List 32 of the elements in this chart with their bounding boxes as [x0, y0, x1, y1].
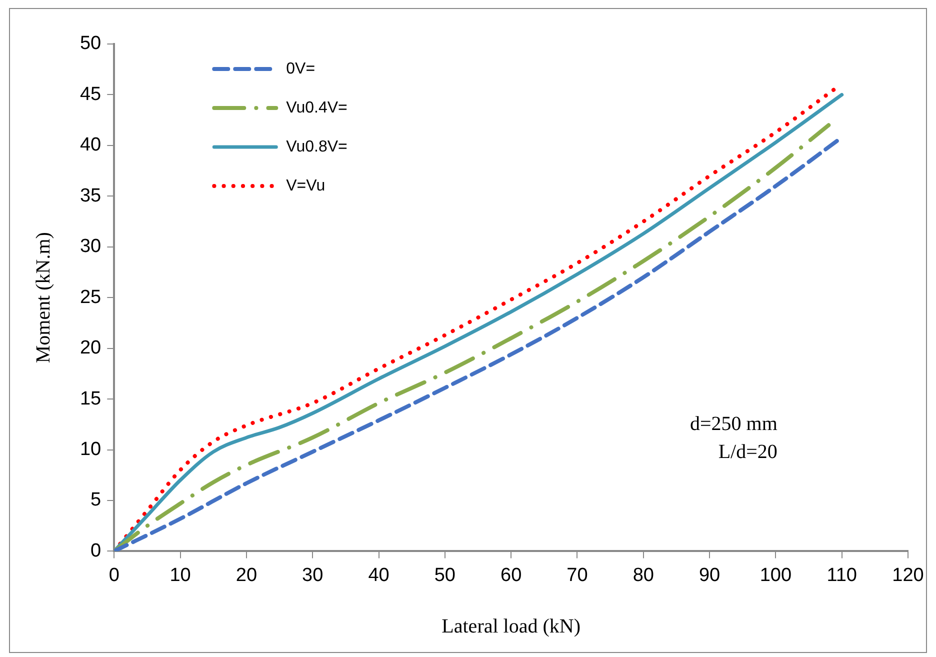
- x-tick-label: 70: [566, 564, 588, 586]
- y-tick-label: 40: [80, 134, 102, 156]
- x-axis-title: Lateral load (kN): [442, 615, 580, 638]
- legend-label: Vu0.4V=: [286, 99, 348, 116]
- y-tick-label: 10: [80, 438, 102, 460]
- x-tick-label: 90: [698, 564, 720, 586]
- x-tick-label: 10: [170, 564, 191, 586]
- y-tick-label: 50: [80, 33, 102, 54]
- x-tick-label: 110: [826, 564, 857, 586]
- y-tick-label: 45: [80, 84, 102, 105]
- legend-label: V=Vu: [286, 177, 326, 194]
- legend-label: 0V=: [286, 60, 316, 78]
- x-tick-label: 100: [760, 564, 792, 586]
- y-tick-label: 15: [80, 388, 102, 410]
- x-tick-label: 80: [632, 564, 654, 586]
- y-tick-label: 5: [90, 490, 102, 511]
- y-tick-label: 20: [80, 338, 102, 359]
- x-tick-label: 0: [108, 564, 120, 586]
- x-tick-label: 50: [434, 564, 456, 586]
- annotation: d=250 mm: [690, 412, 778, 437]
- y-axis-title: Moment (kN.m): [32, 232, 54, 364]
- y-tick-label: 30: [80, 236, 102, 258]
- x-tick-label: 20: [236, 564, 258, 586]
- y-tick-label: 0: [90, 540, 102, 562]
- x-tick-label: 120: [892, 564, 924, 586]
- x-tick-label: 30: [302, 564, 324, 586]
- x-tick-label: 60: [500, 564, 522, 586]
- x-tick-label: 40: [368, 564, 390, 586]
- legend-label: Vu0.8V=: [286, 138, 348, 156]
- y-tick-label: 35: [80, 185, 102, 206]
- annotation: L/d=20: [717, 440, 778, 465]
- y-tick-label: 25: [80, 286, 102, 308]
